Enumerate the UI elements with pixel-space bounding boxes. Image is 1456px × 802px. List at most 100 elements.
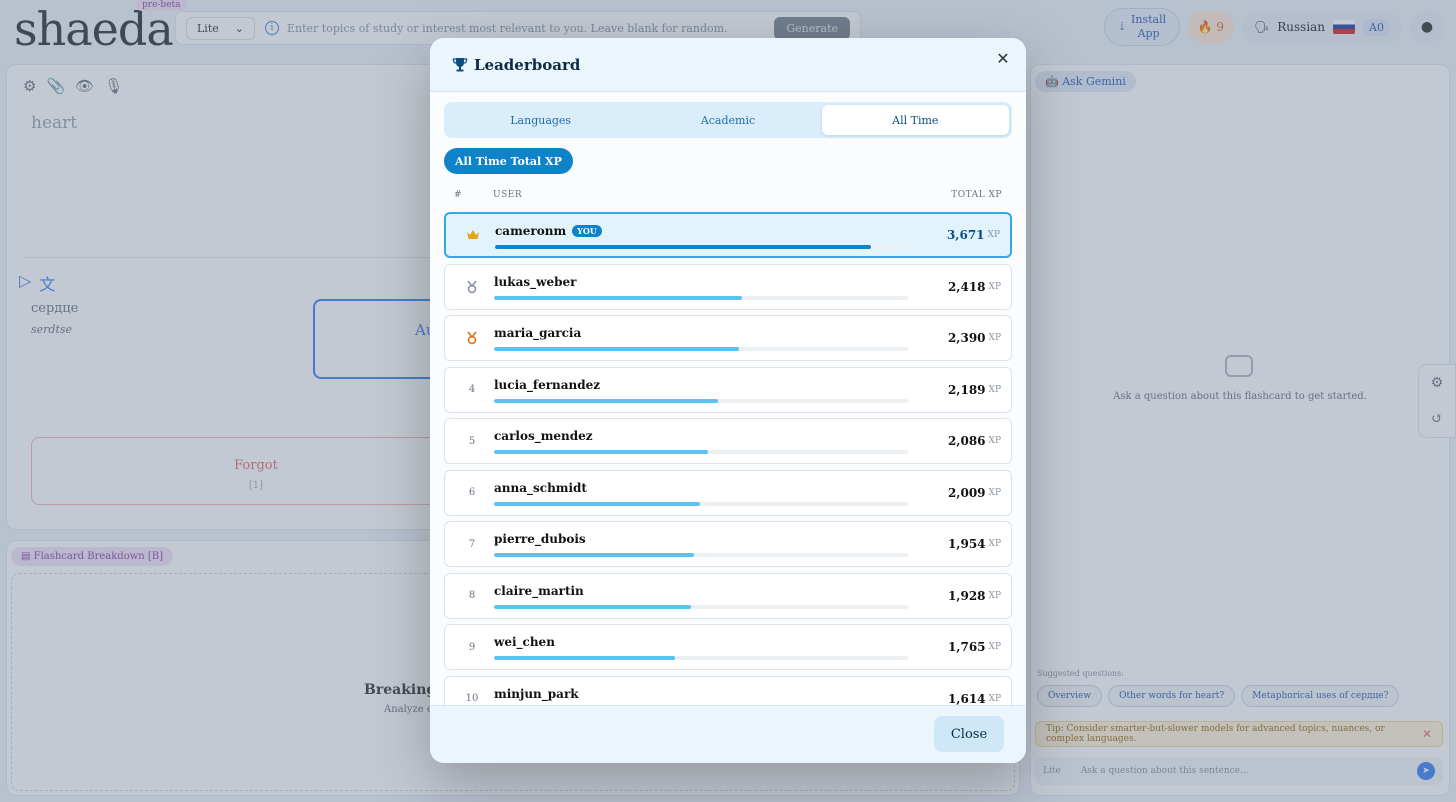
xp-total: 2,390 XP [948, 316, 1001, 360]
eye-icon[interactable]: 👁 [75, 77, 95, 95]
close-icon[interactable]: ✕ [996, 48, 1010, 68]
xp-total: 2,189 XP [948, 368, 1001, 412]
microphone-icon[interactable]: 🎙 [104, 77, 124, 95]
xp-total: 1,614 XP [948, 677, 1001, 706]
xp-progress-fill [494, 295, 742, 300]
username: cameronm YOU [495, 224, 602, 238]
audio-toolbar: ▷ 文 [19, 271, 55, 295]
paperclip-icon[interactable]: 📎 [46, 77, 66, 95]
breakdown-tag[interactable]: ▤ Flashcard Breakdown [B] [11, 547, 174, 566]
user-column-header: USER [493, 190, 523, 200]
username: lukas_weber [494, 275, 576, 289]
ask-input[interactable]: Ask a question about this sentence... [1080, 766, 1249, 776]
streak-counter[interactable]: 🔥 9 [1187, 11, 1234, 43]
suggestion-chip[interactable]: Metaphorical uses of сердце? [1241, 685, 1400, 707]
breakdown-subtitle: Analyze eac [384, 704, 445, 715]
top-right-controls: ⇣ Install App 🔥 9 🗣 Russian A0 ● [1104, 8, 1444, 46]
bronze-medal-icon [445, 316, 499, 360]
gear-icon[interactable]: ⚙ [23, 77, 37, 95]
xp-progress-track [495, 245, 909, 249]
modal-title: Leaderboard [474, 55, 581, 74]
xp-progress-fill [494, 604, 692, 609]
xp-progress-fill [494, 398, 719, 403]
leaderboard-row[interactable]: 9 wei_chen 1,765 XP [444, 624, 1012, 670]
close-button[interactable]: Close [934, 716, 1004, 752]
xp-progress-track [494, 604, 908, 609]
history-icon[interactable]: ↺ [1431, 411, 1443, 427]
forgot-shortcut: [1] [248, 480, 264, 491]
xp-unit: XP [988, 436, 1001, 446]
tab-all-time[interactable]: All Time [821, 105, 1009, 135]
username-text: minjun_park [494, 686, 579, 701]
card-transliteration: serdtse [31, 323, 73, 336]
suggestion-chip[interactable]: Other words for heart? [1108, 685, 1236, 707]
xp-total: 3,671 XP [947, 214, 1000, 256]
gear-icon[interactable]: ⚙ [1430, 375, 1444, 391]
username-text: wei_chen [494, 635, 555, 649]
xp-unit: XP [988, 590, 1001, 601]
user-avatar[interactable]: ● [1410, 10, 1444, 44]
xp-value: 1,765 [947, 640, 986, 654]
pre-beta-badge: pre-beta [136, 0, 187, 11]
send-icon[interactable]: ➤ [1417, 762, 1435, 780]
leaderboard-row[interactable]: maria_garcia 2,390 XP [444, 315, 1012, 361]
all-time-total-xp-filter[interactable]: All Time Total XP [444, 148, 573, 174]
leaderboard-row[interactable]: lukas_weber 2,418 XP [444, 263, 1012, 310]
silver-medal-icon [445, 265, 499, 309]
model-select-value: Lite [197, 21, 219, 35]
xp-progress-fill [494, 450, 709, 454]
you-badge: YOU [572, 225, 602, 237]
model-select[interactable]: Lite ⌄ [186, 16, 255, 40]
rank-number: 10 [465, 693, 479, 704]
table-header: # USER TOTAL XP [444, 190, 1012, 206]
info-icon[interactable]: i [264, 21, 279, 35]
xp-progress-track [494, 347, 908, 351]
leaderboard-row[interactable]: 7 pierre_dubois 1,954 XP [444, 521, 1012, 567]
xp-value: 1,954 [947, 537, 986, 551]
xp-unit: XP [988, 281, 1001, 292]
ask-model-select[interactable]: Lite [1043, 766, 1061, 776]
username-text: carlos_mendez [494, 429, 593, 443]
xp-total: 1,928 XP [948, 574, 1001, 618]
xp-progress-fill [495, 245, 872, 249]
tab-academic[interactable]: Academic [700, 113, 756, 127]
leaderboard-row[interactable]: 10 minjun_park 1,614 XP [444, 675, 1012, 706]
username-text: cameronm [495, 224, 567, 238]
suggestion-chip[interactable]: Overview [1037, 685, 1103, 707]
username: anna_schmidt [494, 481, 587, 495]
card-back-word: сердце [31, 301, 79, 316]
username-text: maria_garcia [494, 326, 582, 340]
xp-value: 2,418 [947, 279, 986, 294]
ask-gemini-tag[interactable]: 🤖 Ask Gemini [1035, 71, 1136, 92]
leaderboard-row[interactable]: 4 lucia_fernandez 2,189 XP [444, 366, 1012, 413]
leaderboard-row[interactable]: 5 carlos_mendez 2,086 XP [444, 418, 1012, 464]
xp-value: 2,086 [947, 434, 986, 448]
play-icon[interactable]: ▷ [19, 271, 32, 290]
suggested-questions-label: Suggested questions: [1037, 669, 1124, 678]
translate-icon[interactable]: 文 [39, 275, 56, 294]
language-selector[interactable]: 🗣 Russian A0 [1242, 10, 1402, 44]
xp-progress-track [494, 450, 908, 454]
streak-count: 9 [1216, 20, 1224, 34]
install-app-button[interactable]: ⇣ Install App [1104, 8, 1180, 46]
rank-number: 4 [468, 384, 476, 395]
generate-button[interactable]: Generate [774, 16, 850, 40]
leaderboard-list[interactable]: cameronm YOU 3,671 XP lukas_weber 2,418 XP mari… [444, 212, 1012, 705]
card-toolbar: ⚙ 📎 👁 🎙 [23, 77, 123, 95]
xp-value: 1,614 [947, 691, 986, 706]
close-icon[interactable]: ✕ [1421, 727, 1432, 741]
leaderboard-tabs: Languages Academic All Time [444, 102, 1012, 138]
user-icon: ● [1420, 19, 1434, 35]
topic-input[interactable]: Enter topics of study or interest most r… [286, 21, 728, 35]
xp-total: 1,765 XP [948, 625, 1001, 669]
xp-value: 2,009 [947, 485, 986, 500]
tab-languages[interactable]: Languages [510, 113, 572, 127]
flame-icon: 🔥 [1197, 20, 1213, 34]
leaderboard-row[interactable]: 6 anna_schmidt 2,009 XP [444, 469, 1012, 516]
username: pierre_dubois [494, 532, 586, 546]
leaderboard-row[interactable]: cameronm YOU 3,671 XP [444, 212, 1012, 258]
username: carlos_mendez [494, 429, 593, 443]
rank-number: 7 [468, 538, 476, 550]
leaderboard-row[interactable]: 8 claire_martin 1,928 XP [444, 572, 1012, 619]
app-logo[interactable]: shaeda [14, 2, 174, 56]
